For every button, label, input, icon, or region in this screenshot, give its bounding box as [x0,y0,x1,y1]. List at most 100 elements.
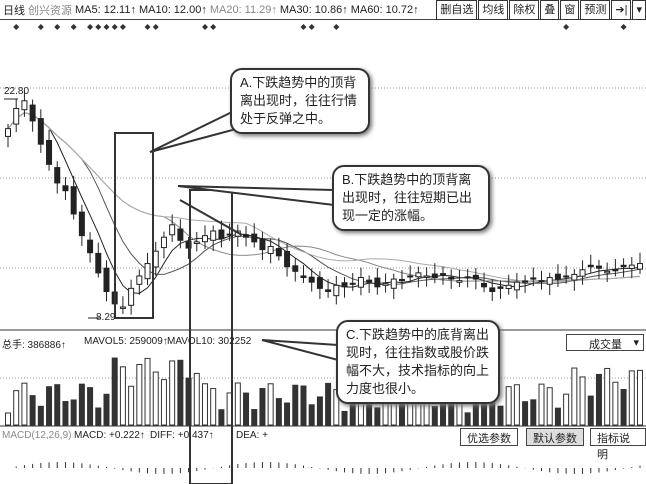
candle-body [144,263,151,280]
candle-body [341,282,348,288]
candle-body [456,280,463,283]
volume-bar [87,387,94,426]
candle-body [489,287,496,292]
candle-body [210,230,217,241]
candle-body [333,284,340,297]
candle-body [177,228,184,241]
candle-body [505,284,512,290]
volume-bar [538,383,545,426]
candle-body [87,239,94,254]
dropdown-button[interactable]: ▾ [632,0,646,20]
callout-b-pointer [177,185,335,207]
volume-bar [374,407,381,426]
volume-bar [95,407,102,426]
volume-bar [62,401,69,426]
volume-bar [267,383,274,426]
signal-diamond [95,24,102,30]
volume-bar [54,384,61,426]
default-params-button[interactable]: 默认参数 [526,428,584,446]
volume-bar [160,379,167,426]
callout-a: A.下跌趋势中的顶背离出现时，往往行情处于反弹之中。 [230,68,370,134]
volume-bar [522,401,529,426]
candle-body [407,275,414,278]
volume-bar [78,383,85,426]
remove-watchlist-button[interactable]: 删自选 [436,0,478,20]
ma-button[interactable]: 均线 [478,0,509,20]
volume-bar [628,370,635,426]
volume-bar [505,386,512,426]
callout-a-pointer [149,110,242,153]
chart-header: 日线 创兴资源 MA5: 12.11↑ MA10: 12.00↑ MA20: 1… [0,0,646,20]
candle-body [95,252,102,274]
volume-bar [218,409,225,426]
candle-body [390,278,397,289]
candle-body [78,211,85,237]
ma30-line [7,112,641,283]
volume-bar [620,388,627,426]
volume-bar [300,385,307,426]
candle-body [300,275,307,279]
volume-bar [5,412,11,426]
volume-bar [193,372,200,426]
signal-diamond [333,24,340,30]
candle-body [5,128,11,137]
volume-bar [325,382,332,426]
signal-diamond [300,24,307,30]
candle-body [563,275,570,278]
indicator-help-button[interactable]: 指标说明 [590,428,646,461]
signal-diamond [152,24,159,30]
optimize-params-button[interactable]: 优选参数 [460,428,518,446]
candle-body [62,185,69,192]
candle-body [54,167,61,184]
candle-body [193,241,200,244]
candle-body [587,264,594,268]
volume-bar [308,404,315,426]
volume-bar [234,382,241,426]
candle-body [308,276,315,283]
indicator-select[interactable]: 成交量 ▾ [566,334,644,351]
period-label: 日线 [3,4,25,17]
candle-body [472,274,479,280]
volume-bar [169,360,176,426]
volume-bar [341,410,348,426]
candle-body [571,273,578,281]
volume-total: 总手: 386886↑ [2,340,66,351]
mavol5: MAVOL5: 259009↑ [84,336,168,347]
volume-bar [275,398,282,426]
candle-body [185,241,192,249]
volume-bar [316,396,323,426]
candle-body [160,236,167,249]
candle-body [382,283,389,286]
volume-bar [128,385,135,426]
candle-body [292,265,299,272]
candle-body [316,277,323,289]
ex-rights-button[interactable]: 除权 [509,0,540,20]
expand-button[interactable]: ➔| [611,0,632,20]
volume-bar [111,357,118,426]
candle-body [579,269,586,277]
volume-bar [497,405,504,426]
ma10-line [7,112,641,286]
candle-body [595,265,602,269]
candle-body [448,276,455,280]
volume-bar [563,393,570,426]
overlay-button[interactable]: 叠 [540,0,560,20]
candle-body [522,280,529,283]
candle-body [103,267,110,292]
signal-diamond [103,24,110,30]
window-button[interactable]: 窗 [560,0,580,20]
candle-body [349,282,356,285]
ma5-value: MA5: 12.11↑ [75,3,136,16]
forecast-button[interactable]: 预测 [580,0,611,20]
volume-bar [136,364,143,426]
candle-body [546,277,553,285]
candle-body [325,289,332,292]
volume-bar [587,395,594,426]
signal-diamond [144,24,151,30]
volume-bar [546,387,553,426]
callout-c-pointer [261,339,339,362]
candle-body [218,229,225,240]
signal-diamond [54,24,61,30]
volume-bar [177,359,184,426]
